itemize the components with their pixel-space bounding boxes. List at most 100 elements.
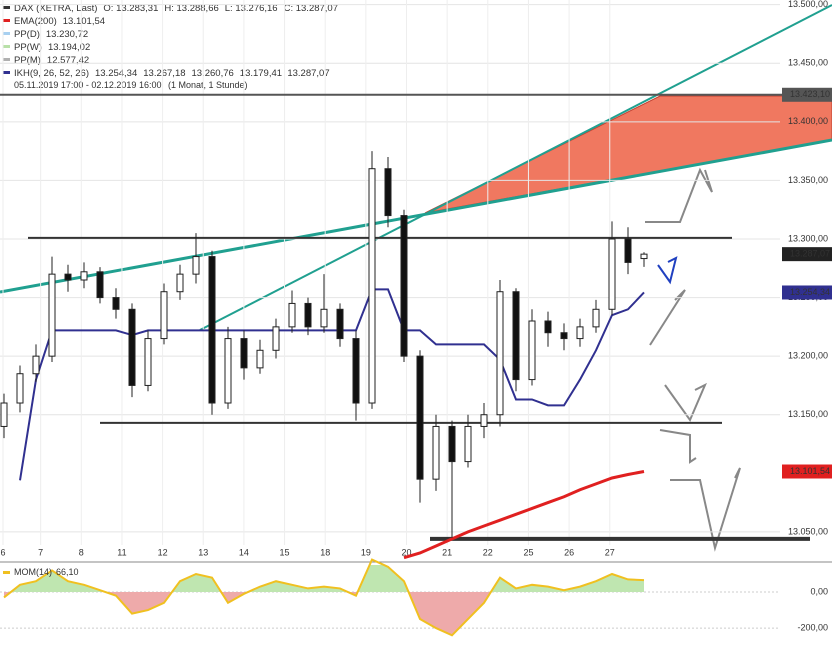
candle-body [480,414,488,427]
x-tick-label: 19 [361,547,371,557]
legend-swatch [3,45,10,48]
drawn-arrow [657,256,678,285]
drawn-arrow [670,467,741,552]
legend-value: 13.254,34 [95,68,137,79]
legend-name: EMA(200) [14,16,57,27]
x-tick-label: 14 [239,547,249,557]
legend-value: O: 13.283,31 [103,3,158,14]
legend-name: PP(D) [14,29,40,40]
candle-body [240,338,248,369]
legend-entry: DAX (XETRA, Last) O: 13.283,31 H: 13.288,6… [14,3,338,14]
candle-body [0,402,8,427]
candle-body [272,326,280,351]
candle-body [576,326,584,340]
period: 05.11.2019 17:00 - 02.12.2019 16:00 (1 M… [14,80,248,90]
x-tick-label: 18 [320,547,330,557]
legend-name: PP(W) [14,42,42,53]
momentum-value: 66,10 [56,567,79,577]
x-tick-label: 20 [401,547,411,557]
candle-body [176,273,184,293]
candle-body [224,338,232,404]
legend-value: 13.179,41 [240,68,282,79]
legend-swatch [3,71,10,74]
candle-body [464,425,472,463]
candle-body [608,238,616,310]
candle-body [592,308,600,328]
candle-body [192,256,200,275]
y-tick-label: 13.300,00 [788,233,828,243]
candle-body [384,168,392,217]
legend-value: 13.101,54 [63,16,105,27]
candle-body [416,355,424,480]
legend-entry: PP(M) 12.577,42 [14,55,89,66]
candle-body [640,253,648,260]
legend-swatch [3,571,10,574]
x-tick-label: 27 [605,547,615,557]
candle-body [112,297,120,310]
x-tick-label: 21 [442,547,452,557]
x-tick-label: 7 [38,547,43,557]
momentum-line [3,558,645,637]
price-marker [782,285,832,300]
candle-body [496,291,504,416]
y-tick-label: 13.050,00 [788,526,828,536]
momentum-name: MOM(14) [14,567,52,577]
drawn-arrow [664,382,707,423]
candle-body [160,291,168,340]
candle-body [48,273,56,357]
candle-body [432,425,440,480]
indicator-line [403,470,645,560]
period-range: 05.11.2019 17:00 - 02.12.2019 16:00 [14,80,161,90]
x-tick-label: 26 [564,547,574,557]
y-tick-label: 13.150,00 [788,409,828,419]
momentum-area-positive [10,565,644,592]
drawn-arrow [649,289,686,346]
y-tick-label: 13.200,00 [788,351,828,361]
indicator-line [19,288,645,481]
legend-entry: PP(D) 13.230,72 [14,29,88,40]
x-tick-label: 12 [158,547,168,557]
legend-name: PP(M) [14,55,41,66]
price-marker-label: 13.287,07 [790,249,830,259]
legend-entry: EMA(200) 13.101,54 [14,16,105,27]
drawn-arrow [659,429,697,464]
legend-name: DAX (XETRA, Last) [14,3,97,14]
x-tick-label: 15 [280,547,290,557]
legend-swatch [3,58,10,61]
candle-body [320,308,328,328]
x-tick-label: 25 [523,547,533,557]
legend-swatch [3,19,10,22]
candle-body [256,349,264,369]
candle-body [80,271,88,281]
legend-swatch [3,32,10,35]
legend-value: 13.230,72 [46,29,88,40]
legend-entry: IKH(9, 26, 52, 26) 13.254,34 13.267,18 13.2… [14,68,330,79]
legend-value: 13.287,07 [287,68,329,79]
candle-body [624,238,632,263]
legend: DAX (XETRA, Last) O: 13.283,31 H: 13.288,6… [3,3,338,79]
price-marker [782,247,832,262]
price-marker-label: 13.423,10 [790,89,830,99]
legend-entry: PP(W) 13.194,02 [14,42,90,53]
candle-body [128,308,136,386]
legend-value: 13.267,18 [143,68,185,79]
x-tick-label: 22 [483,547,493,557]
legend-swatch [3,6,10,9]
x-tick-label: 8 [79,547,84,557]
y-tick-label: 13.500,00 [788,0,828,9]
price-marker-label: 13.254,34 [790,287,830,297]
legend-value: C: 13.287,07 [284,3,338,14]
legend-value: L: 13.276,16 [225,3,278,14]
candle-body [368,168,376,404]
candle-body [400,215,408,357]
trendline [0,138,832,294]
x-tick-label: 11 [117,547,126,557]
candle-body [544,320,552,334]
price-marker [782,464,832,479]
y-tick-label: 13.400,00 [788,116,828,126]
candle-body [32,355,40,375]
candle-body [560,332,568,340]
y-tick-label: 13.350,00 [788,175,828,185]
candle-body [528,320,536,381]
